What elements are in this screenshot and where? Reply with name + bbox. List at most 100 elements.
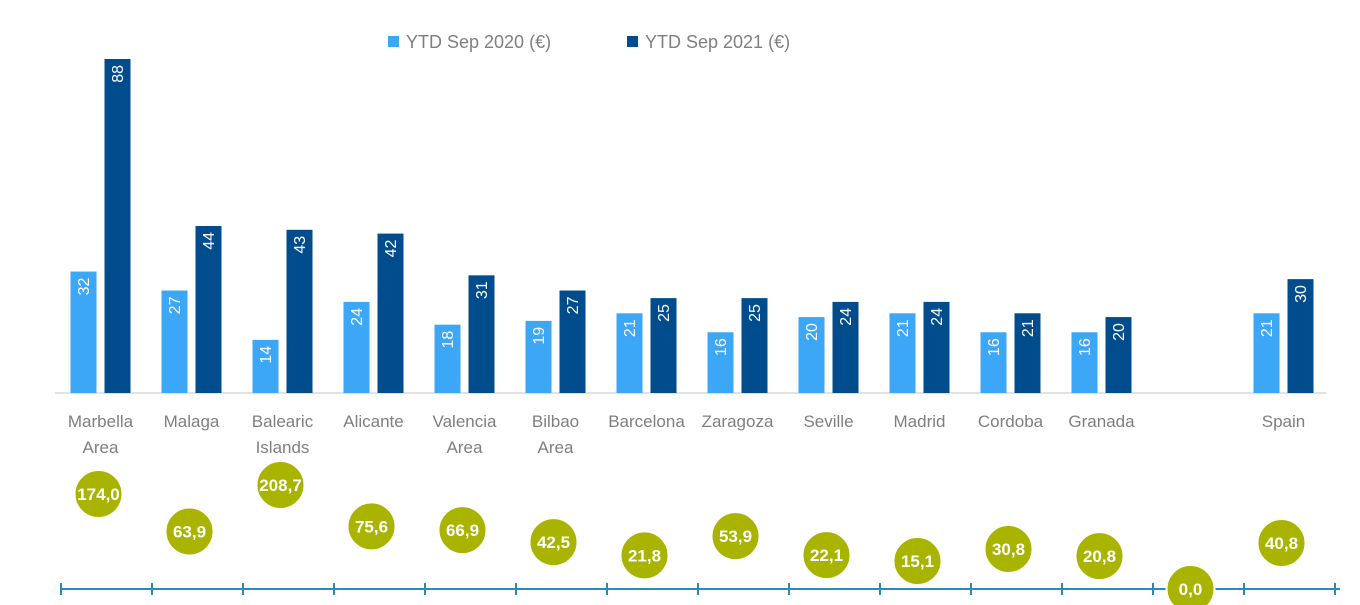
category-label-line: Zaragoza: [702, 412, 774, 431]
legend-swatch-1: [627, 36, 638, 47]
category-label-1: Malaga: [164, 412, 220, 431]
bar-value-label-s1-10: 21: [1020, 319, 1037, 337]
bar-value-label-s1-4: 31: [474, 281, 491, 299]
category-label-11: Granada: [1068, 412, 1135, 431]
bar-s1-7: [741, 298, 768, 393]
bar-s0-3: [343, 301, 370, 393]
bubble-label-0: 174,0: [77, 485, 120, 504]
bottom-axis: [60, 583, 1340, 595]
category-label-line: Cordoba: [978, 412, 1044, 431]
bubble-label-9: 15,1: [901, 552, 934, 571]
legend-swatch-0: [388, 36, 399, 47]
bubble-11: [1074, 531, 1125, 582]
category-label-9: Madrid: [894, 412, 946, 431]
category-label-7: Zaragoza: [702, 412, 774, 431]
bar-s0-6: [616, 313, 643, 393]
bubble-label-5: 42,5: [537, 533, 570, 552]
bubble-7: [710, 511, 761, 562]
bar-value-label-s0-5: 19: [531, 327, 548, 345]
bar-s1-1: [195, 226, 222, 393]
bubble-12: [1165, 564, 1216, 605]
bar-s1-11: [1105, 317, 1132, 393]
bar-value-label-s0-6: 21: [622, 319, 639, 337]
bar-s0-11: [1071, 332, 1098, 393]
bar-value-label-s1-7: 25: [747, 304, 764, 322]
category-label-line: Balearic: [252, 412, 314, 431]
bubble-label-4: 66,9: [446, 521, 479, 540]
category-label-3: Alicante: [343, 412, 403, 431]
category-label-line: Spain: [1262, 412, 1305, 431]
bubble-6: [619, 530, 670, 581]
bar-value-label-s0-10: 16: [986, 338, 1003, 356]
bar-value-label-s0-7: 16: [713, 338, 730, 356]
bar-value-label-s0-0: 32: [76, 277, 93, 295]
bar-value-label-s0-4: 18: [440, 331, 457, 349]
category-label-2: Balearic Islands: [252, 412, 314, 457]
bar-value-label-s0-8: 20: [804, 323, 821, 341]
bar-value-label-s1-0: 88: [110, 65, 127, 83]
bar-s1-10: [1014, 313, 1041, 393]
bar-s0-9: [889, 313, 916, 393]
category-label-line: Alicante: [343, 412, 403, 431]
bar-s0-4: [434, 324, 461, 393]
bar-value-label-s0-11: 16: [1077, 338, 1094, 356]
bubble-label-8: 22,1: [810, 546, 843, 565]
bar-value-label-s0-9: 21: [895, 319, 912, 337]
bar-value-label-s0-1: 27: [167, 296, 184, 314]
bar-s1-6: [650, 298, 677, 393]
bar-s0-8: [798, 317, 825, 393]
bubble-9: [892, 536, 943, 587]
bubble-label-3: 75,6: [355, 517, 388, 536]
bar-value-label-s1-13: 30: [1293, 285, 1310, 303]
bar-value-label-s1-3: 42: [383, 239, 400, 257]
bubble-10: [983, 524, 1034, 575]
bubble-2: [255, 460, 306, 510]
bar-s0-10: [980, 332, 1007, 393]
category-label-line: Granada: [1068, 412, 1135, 431]
category-label-line: Bilbao: [532, 412, 579, 431]
category-label-line: Area: [447, 438, 483, 457]
bar-s0-5: [525, 320, 552, 393]
bubble-5: [528, 517, 579, 568]
bubble-label-6: 21,8: [628, 546, 661, 565]
bar-s1-3: [377, 233, 404, 393]
bubble-3: [346, 501, 397, 552]
category-label-6: Barcelona: [608, 412, 685, 431]
bubble-13: [1256, 518, 1307, 569]
category-label-5: Bilbao Area: [532, 412, 579, 457]
bar-s1-2: [286, 229, 313, 393]
category-label-13: Spain: [1262, 412, 1305, 431]
category-label-line: Barcelona: [608, 412, 685, 431]
category-label-line: Area: [538, 438, 574, 457]
bubbles: 174,0 63,9 208,7 75,6 66,9 42,5 21,8 53,9 22,1 15…: [73, 460, 1307, 605]
bar-s1-13: [1287, 279, 1314, 393]
bar-value-label-s1-11: 20: [1111, 323, 1128, 341]
category-label-line: Madrid: [894, 412, 946, 431]
bar-value-label-s1-9: 24: [929, 308, 946, 326]
bar-s1-9: [923, 301, 950, 393]
bar-s0-2: [252, 339, 279, 393]
bubble-label-2: 208,7: [259, 476, 302, 495]
category-label-line: Marbella: [68, 412, 134, 431]
category-label-line: Area: [83, 438, 119, 457]
legend-label-0: YTD Sep 2020 (€): [406, 32, 551, 52]
bubble-label-1: 63,9: [173, 522, 206, 541]
bubble-label-11: 20,8: [1083, 547, 1116, 566]
category-label-line: Valencia: [433, 412, 497, 431]
bar-s0-7: [707, 332, 734, 393]
bars: 32 88 27 44 14 43 24 42 18 31 19 27 21 25 16 25 20 24 21 24…: [70, 59, 1314, 393]
bubble-label-10: 30,8: [992, 540, 1025, 559]
bubble-1: [164, 506, 215, 557]
bar-s0-0: [70, 271, 97, 393]
bar-value-label-s1-1: 44: [201, 232, 218, 250]
category-label-4: Valencia Area: [433, 412, 497, 457]
bar-value-label-s1-5: 27: [565, 296, 582, 314]
category-label-10: Cordoba: [978, 412, 1044, 431]
bar-s1-4: [468, 275, 495, 393]
category-labels: Marbella Area Malaga Balearic Islands Alicant…: [68, 412, 1305, 457]
bubble-0: [73, 469, 124, 520]
bar-value-label-s1-6: 25: [656, 304, 673, 322]
bar-value-label-s1-8: 24: [838, 308, 855, 326]
bubble-8: [801, 530, 852, 581]
bar-value-label-s0-3: 24: [349, 308, 366, 326]
